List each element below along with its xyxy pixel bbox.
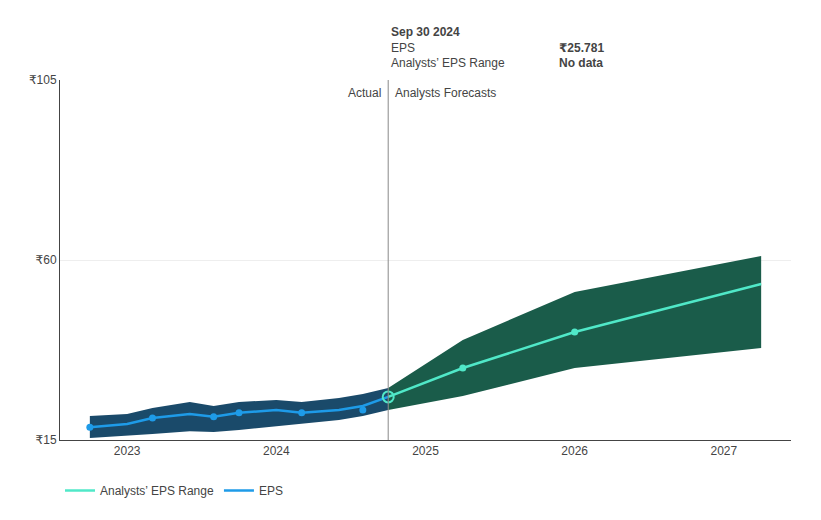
svg-text:2025: 2025 bbox=[412, 444, 439, 458]
svg-text:2024: 2024 bbox=[263, 444, 290, 458]
svg-text:₹15: ₹15 bbox=[36, 433, 57, 447]
svg-text:Analysts Forecasts: Analysts Forecasts bbox=[395, 86, 496, 100]
svg-text:Analysts’ EPS Range: Analysts’ EPS Range bbox=[100, 484, 214, 498]
svg-text:₹60: ₹60 bbox=[36, 253, 57, 267]
svg-text:₹105: ₹105 bbox=[29, 73, 57, 87]
svg-text:EPS: EPS bbox=[259, 484, 283, 498]
svg-text:2026: 2026 bbox=[561, 444, 588, 458]
svg-text:Actual: Actual bbox=[348, 86, 381, 100]
svg-text:Sep 30 2024EPSAnalysts’ EPS Ra: Sep 30 2024EPSAnalysts’ EPS Range bbox=[391, 25, 505, 70]
svg-text:2023: 2023 bbox=[114, 444, 141, 458]
svg-text:2027: 2027 bbox=[711, 444, 738, 458]
svg-text:₹25.781No data: ₹25.781No data bbox=[559, 25, 604, 70]
